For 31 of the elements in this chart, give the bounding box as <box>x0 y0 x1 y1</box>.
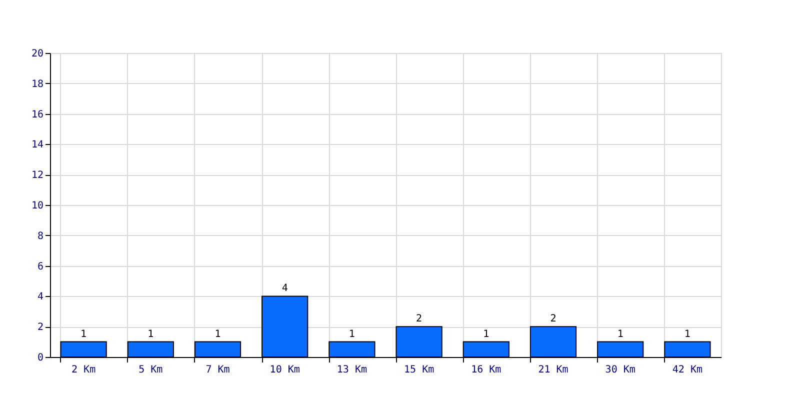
y-tick-label: 6 <box>37 261 44 272</box>
x-tick-label: 42 Km <box>672 364 703 376</box>
y-tick-label: 20 <box>31 48 44 60</box>
x-tick-label: 16 Km <box>471 364 502 376</box>
data-label: 2 <box>550 314 556 325</box>
y-tick-label: 18 <box>31 78 44 90</box>
y-tick-label: 8 <box>37 230 44 242</box>
data-label: 2 <box>416 314 422 325</box>
x-tick-label: 30 Km <box>605 364 636 376</box>
x-tick-label: 5 Km <box>138 364 163 376</box>
data-label: 1 <box>148 328 154 340</box>
data-label: 1 <box>348 328 355 340</box>
y-tick-label: 4 <box>37 292 44 303</box>
y-tick-label: 0 <box>37 352 44 364</box>
y-tick-label: 2 <box>37 322 44 334</box>
data-label: 1 <box>80 328 87 340</box>
x-tick-label: 15 Km <box>404 364 434 376</box>
data-label: 4 <box>282 283 288 294</box>
y-tick-label: 16 <box>31 109 44 120</box>
data-label: 1 <box>214 328 221 340</box>
y-tick-label: 12 <box>31 170 44 182</box>
y-tick-label: 10 <box>31 200 44 212</box>
data-label: 1 <box>684 328 690 340</box>
x-tick-label: 10 Km <box>270 364 300 376</box>
x-tick-label: 21 Km <box>538 364 568 376</box>
x-tick-label: 2 Km <box>72 364 96 376</box>
y-tick-label: 14 <box>31 140 44 151</box>
x-tick-label: 13 Km <box>336 364 368 376</box>
data-label: 1 <box>617 328 624 340</box>
x-tick-label: 7 Km <box>206 364 230 376</box>
data-label: 1 <box>483 328 490 340</box>
